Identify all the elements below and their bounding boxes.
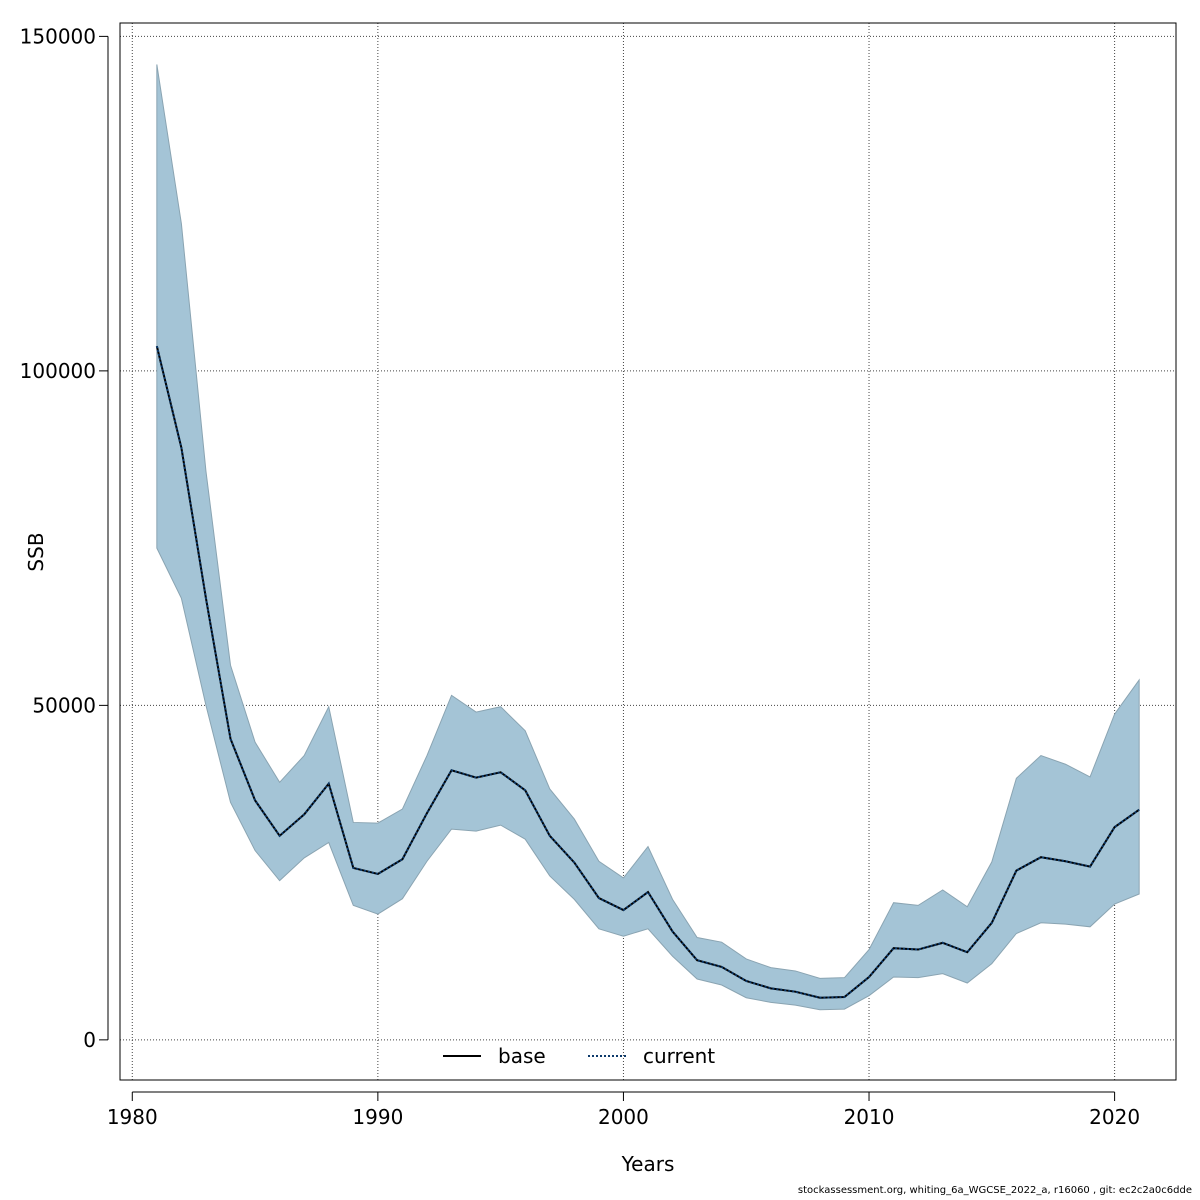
legend-label-base: base — [498, 1044, 546, 1068]
legend-label-current: current — [643, 1044, 715, 1068]
y-tick-label-50000: 50000 — [32, 693, 96, 717]
x-tick-label-2020: 2020 — [1089, 1105, 1140, 1129]
confidence-band — [156, 64, 1140, 1011]
y-tick-label-0: 0 — [83, 1028, 96, 1052]
x-axis: 1980 1990 2000 2010 2020 — [107, 1091, 1140, 1129]
grid-lines — [120, 23, 1176, 1080]
y-axis: 0 50000 100000 150000 — [20, 24, 109, 1052]
series-layer — [155, 345, 1140, 999]
footer-source-text: stockassessment.org, whiting_6a_WGCSE_20… — [797, 1185, 1192, 1196]
x-tick-label-2010: 2010 — [844, 1105, 895, 1129]
y-tick-label-150000: 150000 — [20, 24, 96, 48]
x-axis-title: Years — [621, 1152, 675, 1176]
x-tick-label-2000: 2000 — [598, 1105, 649, 1129]
x-tick-label-1980: 1980 — [107, 1105, 158, 1129]
y-tick-label-100000: 100000 — [20, 359, 96, 383]
x-tick-label-1990: 1990 — [352, 1105, 403, 1129]
confidence-band-layer — [156, 64, 1140, 1011]
y-axis-title: SSB — [24, 532, 48, 571]
plot-frame — [119, 22, 1177, 1081]
series-line-base — [155, 345, 1140, 999]
legend: base current — [443, 1044, 715, 1068]
